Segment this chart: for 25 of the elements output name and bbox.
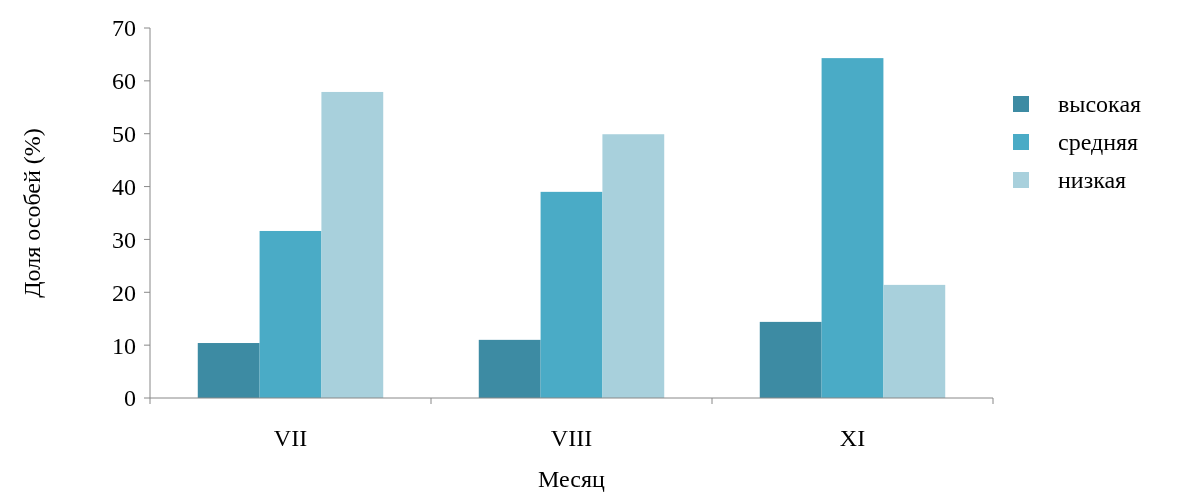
x-tick-label: VII: [273, 425, 308, 451]
bar: [197, 343, 260, 398]
y-tick-label: 0: [124, 385, 136, 412]
y-tick-label: 40: [112, 173, 136, 200]
y-tick-label: 70: [112, 15, 136, 42]
y-tick-label: 20: [112, 279, 136, 306]
bar: [602, 134, 665, 398]
x-tick-label: VIII: [550, 425, 593, 451]
bar: [883, 284, 946, 398]
bar: [759, 321, 822, 398]
y-tick-label: 50: [112, 121, 136, 148]
y-tick-label: 10: [112, 332, 136, 359]
y-tick-label: 60: [112, 68, 136, 95]
bar: [540, 191, 603, 398]
legend-label: высокая: [1058, 91, 1142, 118]
x-tick-label: XI: [839, 425, 866, 451]
bar: [478, 339, 541, 398]
legend-label: низкая: [1058, 167, 1127, 194]
y-axis-title: Доля особей (%): [19, 128, 45, 298]
y-tick-label: 30: [112, 226, 136, 253]
x-axis-title: Месяц: [538, 466, 606, 492]
bar: [821, 58, 884, 398]
bar: [259, 230, 322, 398]
legend-label: средняя: [1058, 129, 1139, 156]
bar: [321, 91, 384, 398]
